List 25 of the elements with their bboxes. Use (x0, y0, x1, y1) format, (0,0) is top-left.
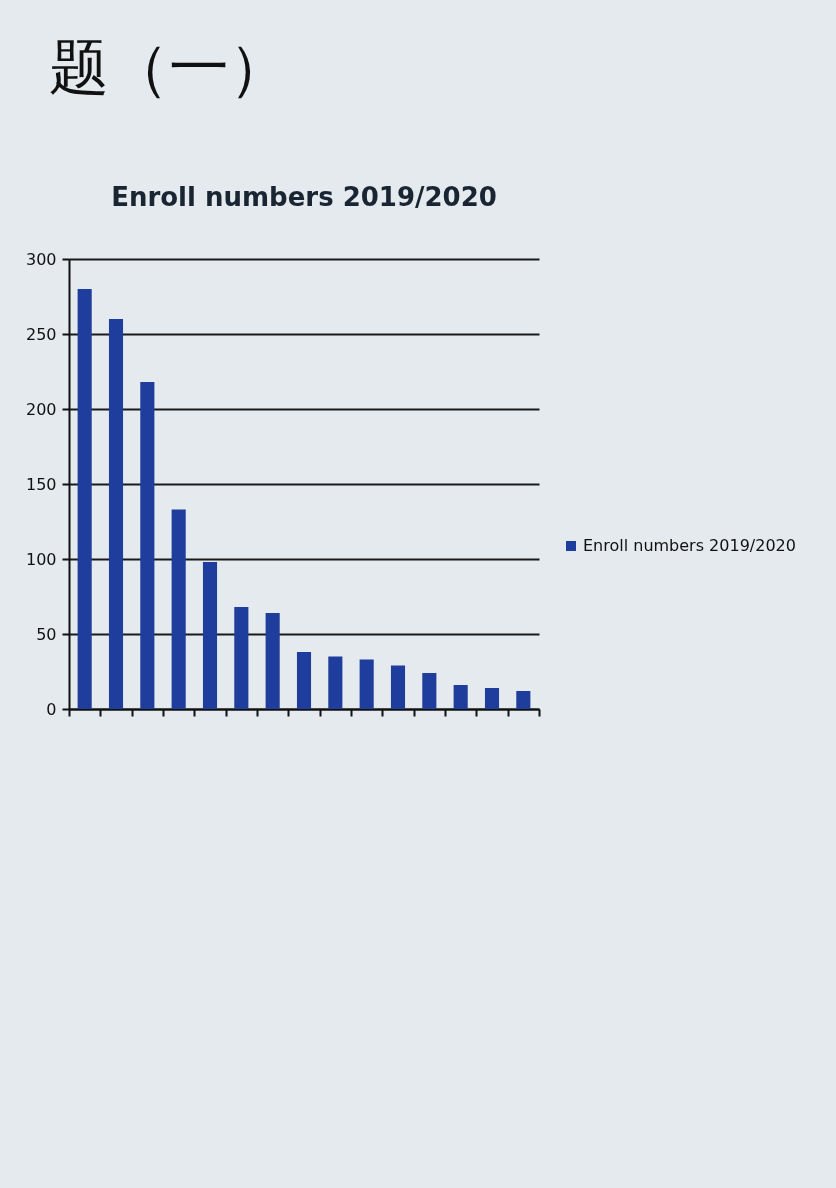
bar (140, 382, 155, 709)
bar (202, 562, 218, 709)
bar (328, 656, 343, 709)
y-tick-label: 0 (46, 699, 57, 719)
y-tick-label: 100 (25, 549, 57, 569)
bar (453, 685, 468, 709)
bar (234, 607, 249, 709)
y-tick-label: 50 (36, 624, 57, 644)
bar (77, 289, 92, 709)
bar (516, 691, 531, 709)
chart-title: Enroll numbers 2019/2020 (111, 182, 497, 212)
bar (171, 509, 186, 709)
y-tick-label: 300 (25, 249, 57, 269)
bar (484, 688, 500, 709)
text: 题（一） (49, 32, 289, 102)
bar (296, 652, 312, 709)
bar (422, 673, 437, 709)
y-tick-label: 150 (25, 474, 57, 494)
bar (108, 319, 124, 709)
legend-label: Enroll numbers 2019/2020 (583, 536, 796, 555)
bar (265, 613, 280, 709)
bar (390, 665, 406, 709)
bar (359, 659, 374, 709)
y-tick-label: 200 (25, 399, 57, 419)
y-tick-label: 250 (25, 324, 57, 344)
